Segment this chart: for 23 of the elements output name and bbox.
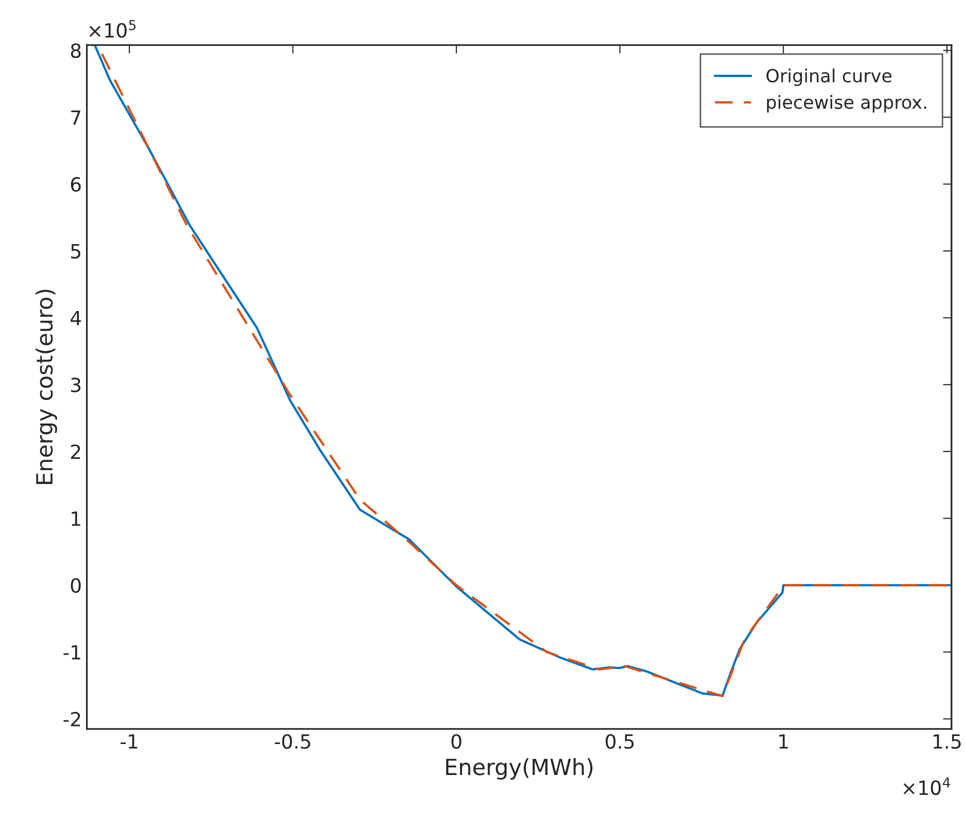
text: ×10$^{5}$ [90, 20, 136, 38]
y-tick-label: 0 [70, 578, 81, 593]
x-tick-label: 0.5 [606, 734, 634, 749]
x-tick-label: 1.5 [934, 734, 961, 749]
legend-label: piecewise approx. [767, 95, 926, 112]
y-tick-label: -2 [64, 712, 80, 726]
x-tick-label: -0.5 [274, 734, 310, 749]
y-tick-label: 4 [70, 311, 81, 326]
y-tick-label: -1 [64, 645, 80, 660]
text: ×10$^{4}$ [904, 777, 950, 796]
x-tick-label: 0 [451, 734, 462, 749]
y-tick-label: 6 [70, 177, 81, 192]
x-tick-label: -1 [120, 734, 138, 749]
legend-label: Original curve [766, 68, 892, 86]
y-tick-label: 7 [71, 110, 80, 125]
y-tick-label: 1 [72, 512, 80, 526]
y-tick-label: 2 [71, 444, 80, 459]
y-tick-label: 5 [71, 244, 80, 259]
y-tick-label: 8 [70, 43, 81, 58]
x-axis-title: Energy(MWh) [446, 758, 592, 780]
y-tick-label: 3 [71, 378, 80, 392]
y-axis-title: Energy cost(euro) [36, 290, 58, 484]
x-tick-label: 1 [779, 734, 788, 749]
